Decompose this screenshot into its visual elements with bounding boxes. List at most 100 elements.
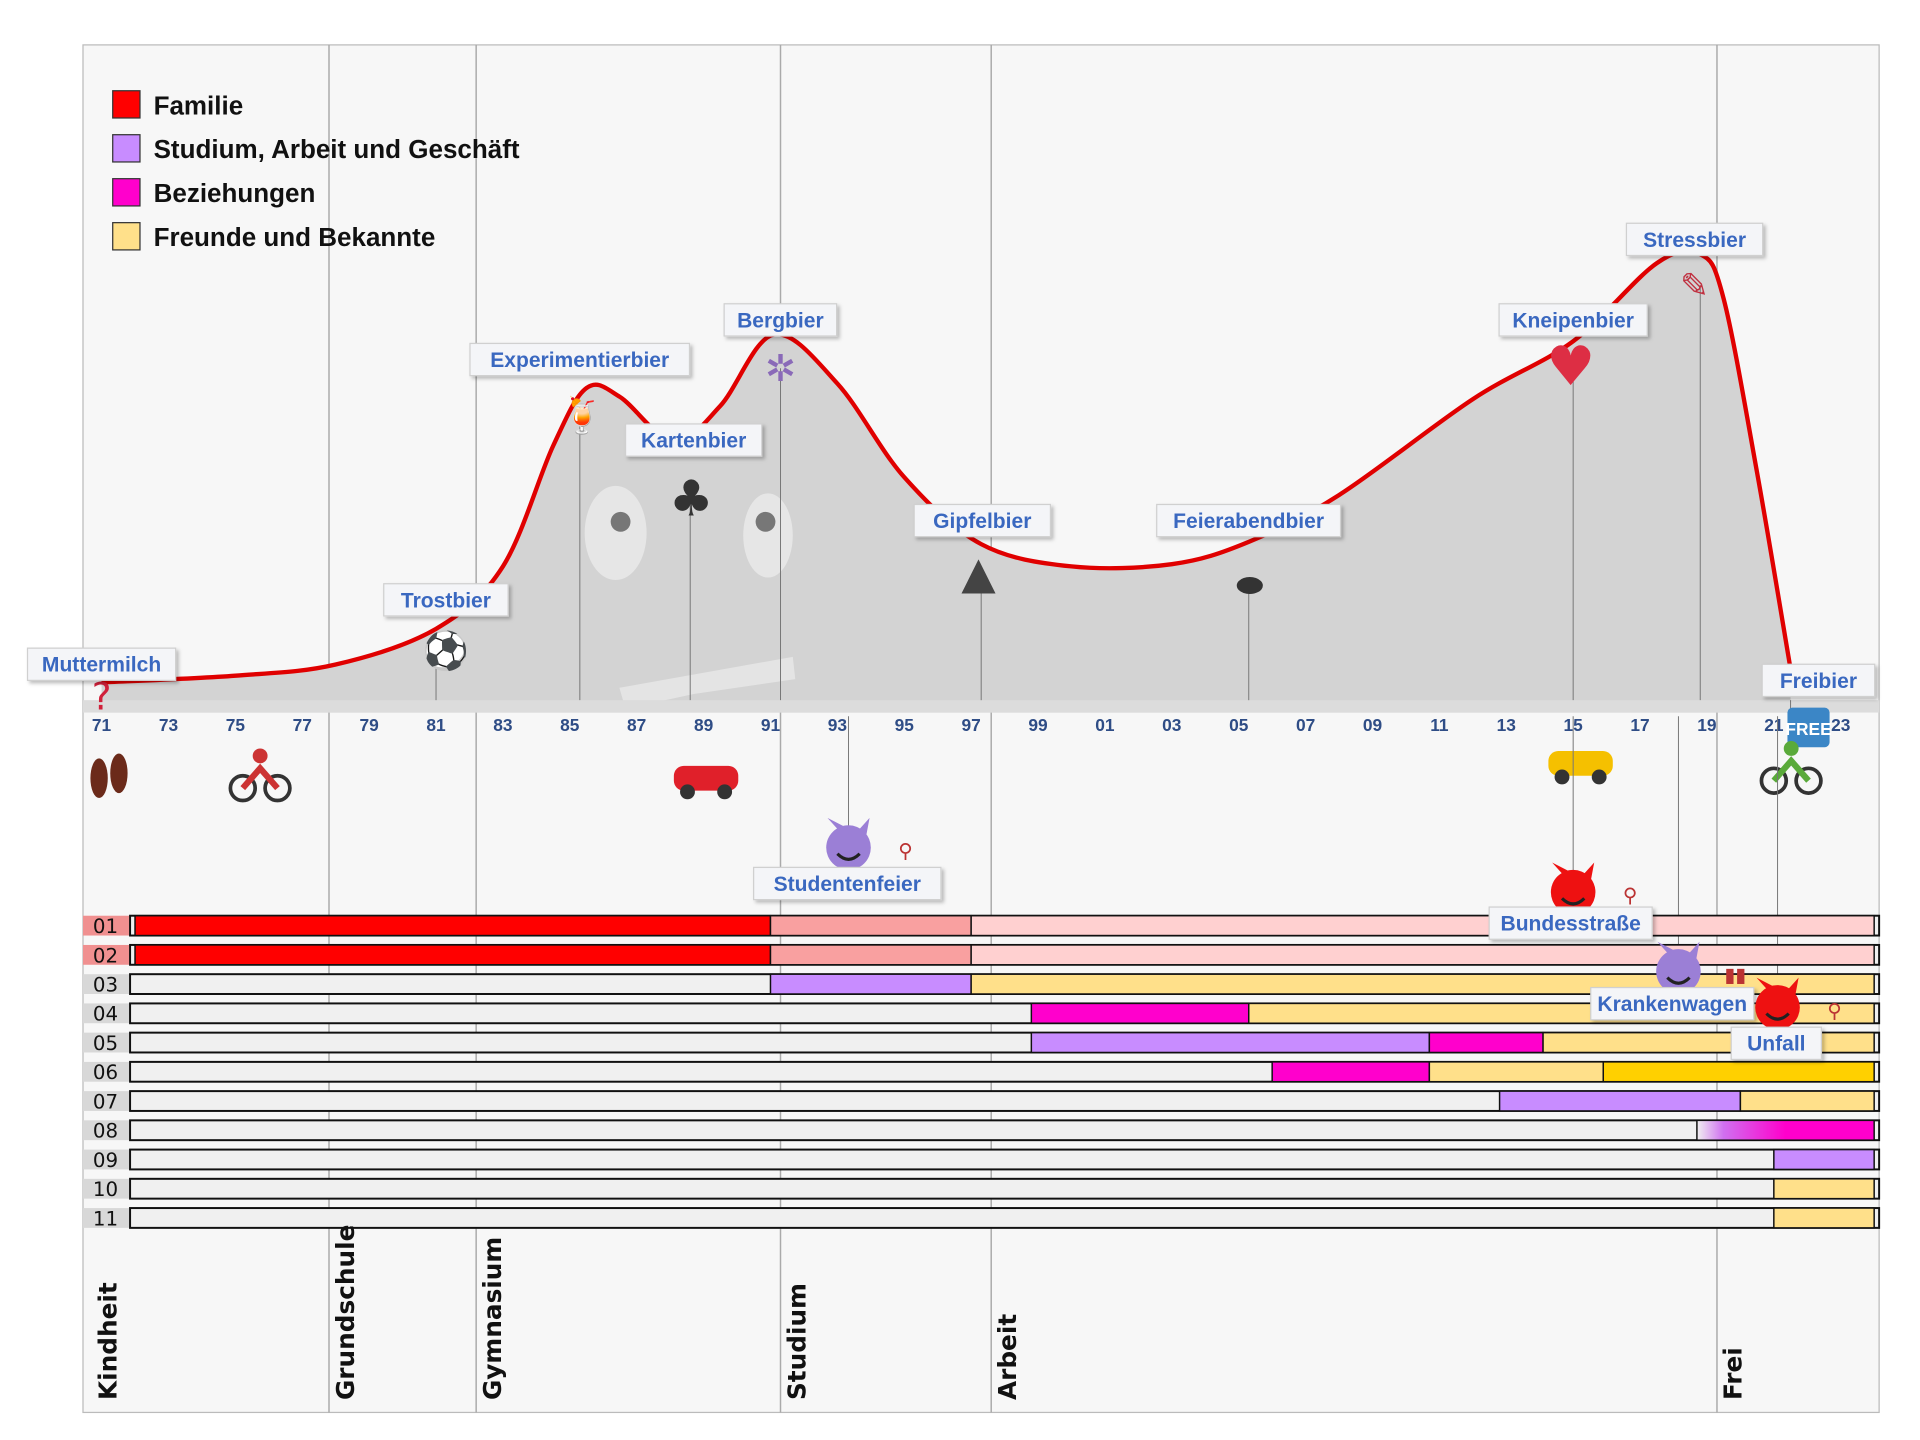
event-label-box bbox=[1590, 986, 1755, 1021]
row-segment-beziehungen bbox=[1030, 1002, 1250, 1024]
row-segment-studium bbox=[1498, 1090, 1742, 1112]
x-tick-label: 23 bbox=[1831, 715, 1851, 735]
event-label-box bbox=[1156, 503, 1342, 538]
phase-label: Grundschule bbox=[331, 1225, 360, 1401]
x-tick-label: 83 bbox=[493, 715, 513, 735]
x-tick-label: 87 bbox=[627, 715, 646, 735]
rider-head bbox=[252, 748, 268, 764]
event-kneipenbier: ♥Kneipenbier bbox=[1498, 303, 1648, 398]
row-segment-familie bbox=[134, 914, 772, 937]
row-track bbox=[129, 1177, 1881, 1200]
x-tick-label: 99 bbox=[1028, 715, 1047, 735]
relationship-row-07: 07 bbox=[82, 1090, 1881, 1113]
legend-label: Beziehungen bbox=[154, 178, 316, 208]
event-label-box bbox=[1488, 906, 1653, 940]
row-segment-studium-beziehungen bbox=[1696, 1119, 1875, 1141]
event-experimentierbier: 🍹 Experimentierbier bbox=[469, 342, 691, 436]
phase-label: Studium bbox=[782, 1283, 811, 1400]
cyclist-icon: ⚲ bbox=[1623, 884, 1637, 907]
x-tick-label: 89 bbox=[694, 715, 713, 735]
wheel bbox=[680, 784, 695, 800]
row-label: 05 bbox=[93, 1032, 118, 1055]
ferris-wheel-icon: ✲ bbox=[765, 347, 796, 390]
event-label: Feierabendbier bbox=[1173, 510, 1324, 533]
relationship-row-09: 09 bbox=[82, 1148, 1881, 1172]
legend: Familie Studium, Arbeit und Geschäft Bezie… bbox=[112, 90, 520, 252]
event-muttermilch: ?Muttermilch bbox=[26, 647, 177, 718]
incident-0: ⚲ Studentenfeier bbox=[753, 817, 942, 901]
relationship-row-11: 11 bbox=[82, 1207, 1881, 1230]
event-label-box bbox=[26, 647, 177, 681]
x-tick-label: 91 bbox=[761, 715, 781, 735]
x-tick-label: 19 bbox=[1697, 715, 1716, 735]
question-mark-icon: ? bbox=[92, 675, 112, 718]
row-track bbox=[129, 1148, 1881, 1171]
incident-1: ⚲ Bundesstraße bbox=[1488, 862, 1653, 940]
event-label: Stressbier bbox=[1643, 229, 1746, 252]
event-label-box bbox=[913, 503, 1052, 538]
row-label: 10 bbox=[93, 1178, 118, 1201]
phase-label: Gymnasium bbox=[478, 1237, 507, 1400]
event-label-box bbox=[383, 583, 509, 617]
x-tick-label: 09 bbox=[1363, 715, 1382, 735]
free-icon bbox=[1787, 707, 1830, 748]
event-label: Kneipenbier bbox=[1512, 309, 1634, 332]
event-label: Krankenwagen bbox=[1597, 993, 1747, 1016]
event-kartenbier: ♣ Kartenbier bbox=[624, 423, 763, 528]
event-label-box bbox=[1498, 303, 1648, 337]
life-area bbox=[101, 250, 1791, 713]
row-track bbox=[129, 1119, 1881, 1142]
red-devil-icon bbox=[1550, 869, 1596, 915]
legend-swatch-familie bbox=[112, 90, 141, 119]
row-segment-freunde bbox=[1773, 1207, 1875, 1229]
row-segment-freunde bbox=[1773, 1178, 1875, 1200]
soccer-ball-icon: ⚽ bbox=[421, 630, 469, 673]
red-devil-icon bbox=[1755, 985, 1800, 1030]
event-label: Trostbier bbox=[401, 589, 491, 612]
cyclist-icon bbox=[228, 773, 258, 803]
wheel bbox=[1794, 766, 1823, 795]
row-segment-beziehungen bbox=[1271, 1061, 1431, 1083]
motorcycle-icon: ⚲ bbox=[1827, 999, 1841, 1022]
x-tick-label: 17 bbox=[1630, 715, 1649, 735]
row-segment-beziehungen bbox=[1428, 1031, 1544, 1054]
relationship-row-06: 06 bbox=[82, 1060, 1881, 1084]
row-label-bg bbox=[82, 1120, 131, 1141]
row-label: 03 bbox=[93, 974, 118, 997]
x-tick-label: 73 bbox=[159, 715, 179, 735]
phase-label: Frei bbox=[1719, 1347, 1748, 1400]
row-track bbox=[129, 1207, 1881, 1229]
row-segment-familie_sehr_hell bbox=[970, 944, 1875, 966]
incident-2: ▮▮ Krankenwagen bbox=[1590, 941, 1755, 1021]
purple-devil-icon bbox=[1656, 949, 1701, 994]
row-label-bg bbox=[82, 974, 131, 995]
event-label: Muttermilch bbox=[42, 654, 161, 677]
row-segment-freunde bbox=[1739, 1090, 1875, 1112]
row-label: 01 bbox=[93, 915, 118, 938]
row-segment-studium bbox=[1773, 1148, 1875, 1171]
legend-swatch-beziehungen bbox=[112, 178, 141, 207]
row-label: 02 bbox=[93, 944, 118, 967]
phase-label: Kindheit bbox=[93, 1282, 122, 1400]
x-tick-label: 05 bbox=[1229, 715, 1249, 735]
legend-swatch-freunde bbox=[112, 222, 141, 251]
row-label-bg bbox=[82, 1032, 131, 1053]
row-segment-studium bbox=[769, 973, 972, 995]
event-label: Bergbier bbox=[737, 309, 824, 332]
row-label: 09 bbox=[93, 1149, 118, 1172]
foot bbox=[110, 753, 128, 794]
x-tick-label: 79 bbox=[359, 715, 378, 735]
row-label-bg bbox=[82, 1091, 131, 1111]
legend-label: Familie bbox=[154, 90, 244, 120]
event-label-box bbox=[1730, 1026, 1823, 1061]
row-label-bg bbox=[82, 915, 131, 936]
rider-head bbox=[1783, 741, 1799, 756]
event-label: Bundesstraße bbox=[1501, 913, 1641, 936]
axis-band bbox=[82, 700, 1880, 713]
event-gipfelbier: ▲ Gipfelbier bbox=[913, 503, 1052, 599]
free-badge-text: FREE bbox=[1785, 719, 1831, 739]
wheel bbox=[1554, 769, 1570, 785]
row-segment-studium bbox=[1030, 1031, 1431, 1054]
taxi-icon bbox=[1548, 750, 1613, 776]
row-segment-familie_hell bbox=[769, 914, 972, 937]
